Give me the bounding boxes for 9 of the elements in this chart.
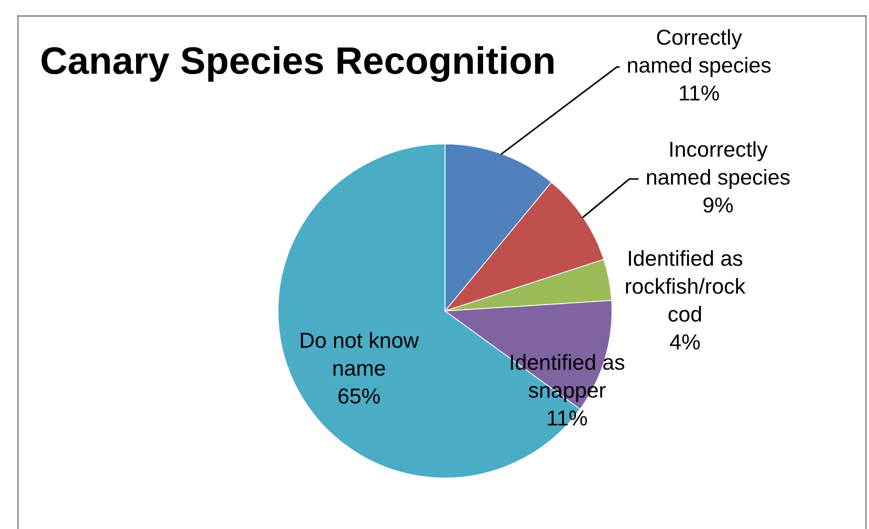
slice-label: Identified as rockfish/rock cod	[626, 250, 746, 322]
chart-title: Canary Species Recognition	[42, 46, 554, 82]
data-label: 4%	[670, 334, 700, 350]
slice-label: Correctly named species	[628, 29, 771, 78]
slice-label: Do not know name	[300, 332, 419, 376]
data-label: 9%	[703, 197, 733, 213]
data-label: 11%	[680, 85, 719, 101]
data-label: 65%	[338, 388, 380, 404]
slice-label: Incorrectly named species	[647, 141, 790, 190]
